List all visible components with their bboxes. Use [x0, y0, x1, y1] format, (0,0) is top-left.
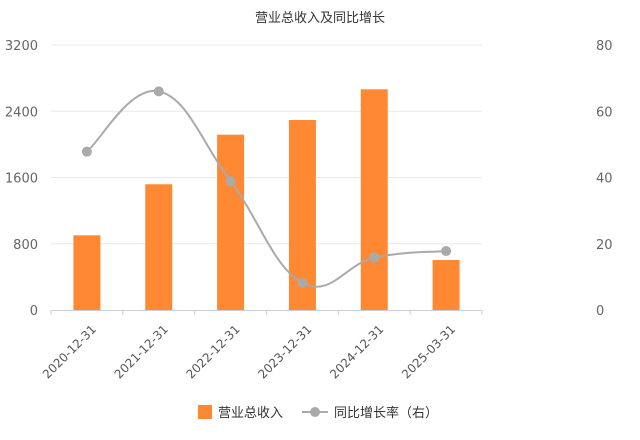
x-tick-label: 2020-12-31 [40, 322, 99, 381]
legend-label-growth: 同比增长率（右） [334, 405, 438, 421]
legend-marker-growth [310, 407, 320, 417]
growth-point [153, 86, 164, 97]
bar [73, 235, 101, 310]
y-left-tick-label: 3200 [5, 39, 38, 54]
growth-line [86, 90, 447, 288]
growth-point [441, 246, 452, 257]
x-tick-label: 2024-12-31 [327, 322, 386, 381]
y-left-tick-label: 2400 [5, 105, 38, 120]
growth-point [369, 252, 380, 263]
y-right-tick-label: 80 [596, 39, 613, 54]
y-left-tick-label: 0 [30, 304, 38, 319]
bar [360, 89, 388, 310]
x-tick-label: 2021-12-31 [112, 322, 171, 381]
legend: 营业总收入 同比增长率（右） [198, 405, 438, 421]
growth-point [297, 277, 308, 288]
y-right-tick-label: 40 [596, 172, 613, 187]
legend-swatch-revenue [198, 405, 212, 419]
y-left-tick-label: 800 [13, 238, 38, 253]
chart-title: 营业总收入及同比增长 [255, 11, 385, 26]
x-tick-label: 2022-12-31 [183, 322, 242, 381]
bar [145, 184, 173, 310]
y-right-tick-label: 0 [596, 304, 604, 319]
bar [217, 134, 245, 310]
bar [432, 259, 460, 310]
y-left-tick-label: 1600 [5, 172, 38, 187]
growth-point [225, 176, 236, 187]
x-tick-label: 2025-03-31 [399, 322, 458, 381]
y-right-tick-label: 60 [596, 105, 613, 120]
x-tick-label: 2023-12-31 [255, 322, 314, 381]
legend-label-revenue: 营业总收入 [218, 406, 283, 421]
growth-point [81, 146, 92, 157]
y-right-tick-label: 20 [596, 238, 613, 253]
